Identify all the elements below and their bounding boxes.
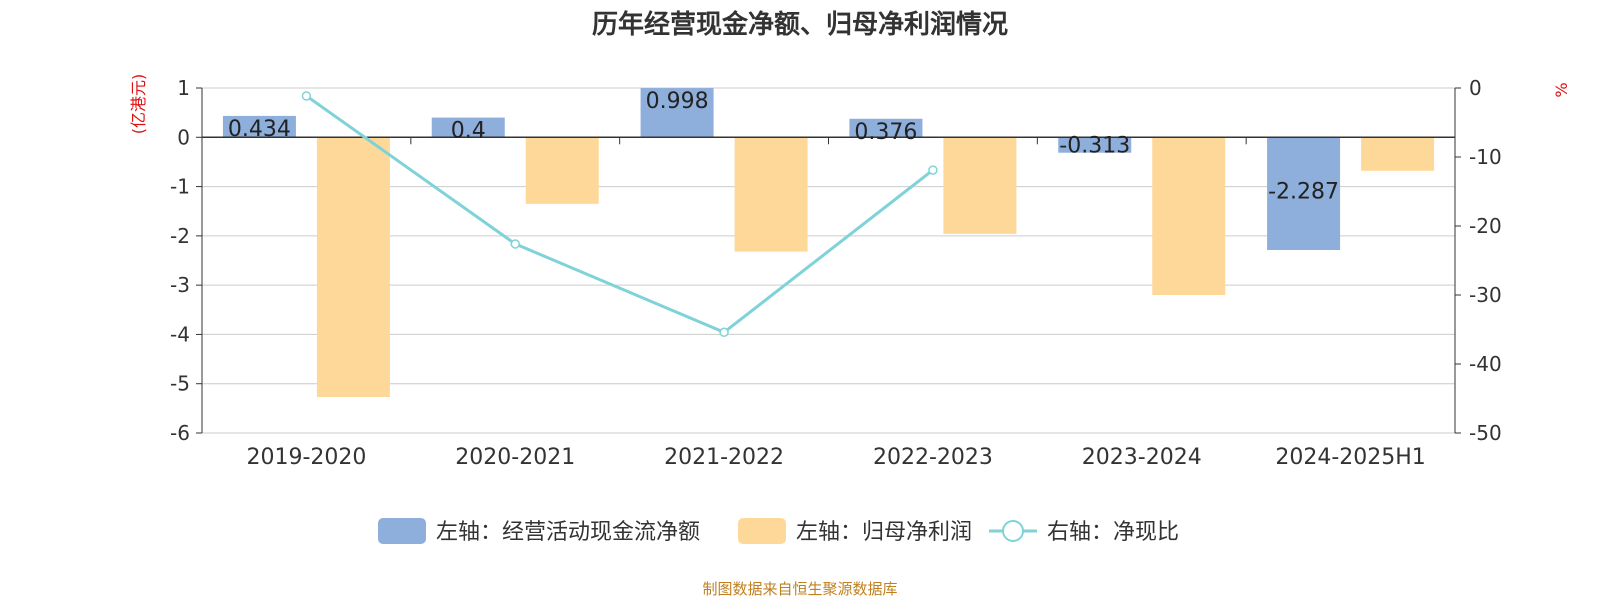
grid-lines [202,87,1455,434]
right-tick-label: -50 [1469,421,1502,445]
bar-data-label: 0.4 [451,119,486,144]
left-tick-label: -1 [170,175,190,199]
line-point [928,165,938,175]
category-label: 2022-2023 [873,445,993,470]
bar-data-label: 0.376 [854,120,917,145]
category-label: 2024-2025H1 [1275,445,1425,470]
bar [431,117,505,138]
right-tick-label: -20 [1469,214,1502,238]
left-tick-label: 1 [177,76,190,100]
left-tick-label: -6 [170,421,190,445]
bar [1058,137,1132,153]
bar-data-label: -2.287 [1268,179,1339,204]
bar [1361,137,1435,171]
category-label: 2021-2022 [664,445,784,470]
right-tick-label: 0 [1469,76,1482,100]
legend-swatch [738,518,786,544]
right-tick-label: -10 [1469,145,1502,169]
category-label: 2019-2020 [246,445,366,470]
category-label: 2020-2021 [455,445,575,470]
data-labels: 0.434 0.4 0.998 0.376 -0.313 -2.287 [228,89,1339,204]
bar [734,137,808,252]
category-label: 2023-2024 [1082,445,1202,470]
legend-marker [1002,520,1024,542]
line-point [510,239,520,249]
line-point [719,327,729,338]
right-axis-label: % [1552,82,1571,97]
source-footnote: 制图数据来自恒生聚源数据库 [702,580,898,598]
legend-label: 左轴：经营活动现金流净额 [436,520,700,545]
axes: 1 0 -1 -2 -3 -4 -5 -6 0 -10 -20 -30 -40 -50 2019-2020 2… [170,76,1502,470]
left-tick-label: -2 [170,224,190,248]
line-layer [301,91,938,338]
left-axis-label: (亿港元) [129,74,148,135]
bar-data-label: -0.313 [1059,133,1130,158]
right-tick-label: -40 [1469,352,1502,376]
bar [640,88,714,138]
left-tick-label: -4 [170,322,190,346]
bar [525,137,599,204]
bar [1267,137,1341,251]
chart-title: 历年经营现金净额、归母净利润情况 [591,10,1008,40]
left-tick-label: -5 [170,372,190,396]
legend: 左轴：经营活动现金流净额 左轴：归母净利润 右轴：净现比 [378,518,1179,545]
bar-layer [222,88,1435,398]
bar-data-label: 0.434 [228,117,291,142]
left-tick-label: -3 [170,273,190,297]
bar [222,115,296,138]
line-series [305,94,934,334]
bar [849,118,923,138]
bar-data-label: 0.998 [646,89,709,114]
bar [316,137,390,398]
left-tick-label: 0 [177,125,190,149]
bar [1152,137,1226,295]
bar [943,137,1017,234]
legend-label: 左轴：归母净利润 [796,520,972,545]
legend-label: 右轴：净现比 [1047,520,1179,545]
line-point [301,91,312,101]
right-tick-label: -30 [1469,283,1502,307]
legend-swatch [378,518,426,544]
